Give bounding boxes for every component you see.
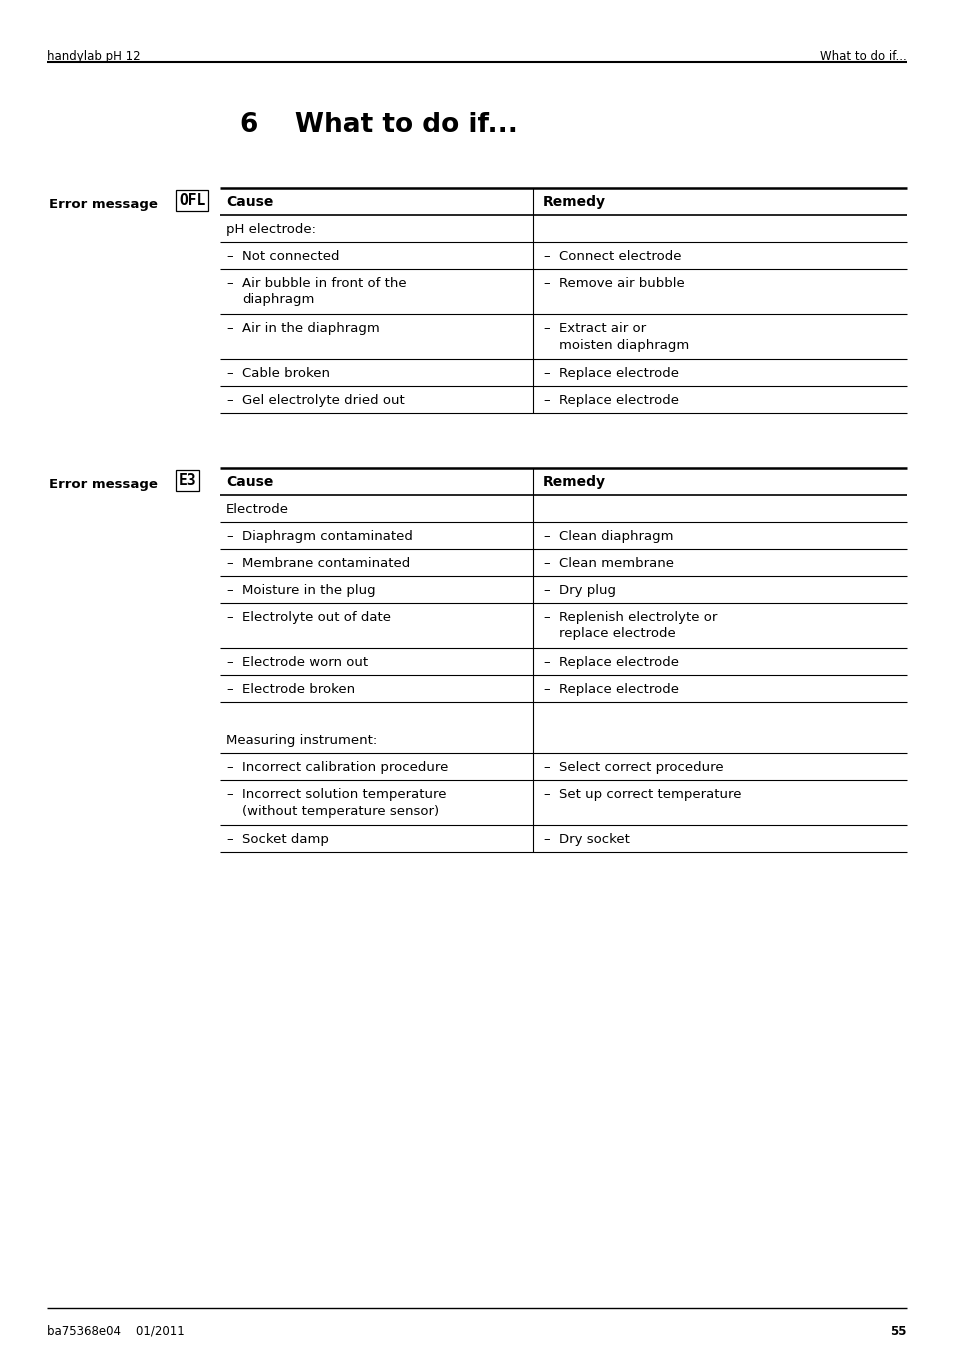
Text: ba75368e04    01/2011: ba75368e04 01/2011 — [47, 1325, 185, 1337]
Text: –: – — [226, 684, 233, 696]
Text: E3: E3 — [179, 473, 196, 488]
Text: –: – — [542, 277, 549, 290]
Text: Select correct procedure: Select correct procedure — [558, 761, 723, 774]
Text: –: – — [226, 394, 233, 407]
Text: What to do if...: What to do if... — [820, 50, 906, 63]
Text: Cause: Cause — [226, 476, 274, 489]
Text: Air in the diaphragm: Air in the diaphragm — [242, 322, 379, 335]
Text: Replace electrode: Replace electrode — [558, 684, 679, 696]
Text: Cause: Cause — [226, 195, 274, 209]
Text: –: – — [542, 557, 549, 570]
Text: Gel electrolyte dried out: Gel electrolyte dried out — [242, 394, 404, 407]
Text: –: – — [542, 584, 549, 597]
Text: Dry plug: Dry plug — [558, 584, 616, 597]
Text: –: – — [226, 322, 233, 335]
Text: –: – — [542, 367, 549, 380]
Text: –: – — [226, 584, 233, 597]
Text: –: – — [542, 834, 549, 846]
Text: Electrode broken: Electrode broken — [242, 684, 355, 696]
Text: Cable broken: Cable broken — [242, 367, 330, 380]
Text: –: – — [226, 277, 233, 290]
Text: Error message: Error message — [49, 199, 157, 211]
Text: handylab pH 12: handylab pH 12 — [47, 50, 140, 63]
Text: Replace electrode: Replace electrode — [558, 367, 679, 380]
Text: –: – — [226, 250, 233, 263]
Text: –: – — [226, 367, 233, 380]
Text: –: – — [542, 250, 549, 263]
Text: Electrolyte out of date: Electrolyte out of date — [242, 611, 391, 624]
Text: –: – — [542, 788, 549, 801]
Text: OFL: OFL — [179, 193, 205, 208]
Text: 55: 55 — [889, 1325, 906, 1337]
Text: Dry socket: Dry socket — [558, 834, 629, 846]
Text: –: – — [226, 611, 233, 624]
Text: Replace electrode: Replace electrode — [558, 657, 679, 669]
Text: Connect electrode: Connect electrode — [558, 250, 680, 263]
Text: Remedy: Remedy — [542, 476, 605, 489]
Text: –: – — [542, 611, 549, 624]
Text: Membrane contaminated: Membrane contaminated — [242, 557, 410, 570]
Text: pH electrode:: pH electrode: — [226, 223, 315, 236]
Text: –: – — [542, 684, 549, 696]
Text: Remedy: Remedy — [542, 195, 605, 209]
Text: Extract air or
moisten diaphragm: Extract air or moisten diaphragm — [558, 322, 688, 351]
Text: –: – — [226, 788, 233, 801]
Text: –: – — [542, 761, 549, 774]
Text: –: – — [226, 761, 233, 774]
Text: Replenish electrolyte or
replace electrode: Replenish electrolyte or replace electro… — [558, 611, 717, 640]
Text: Set up correct temperature: Set up correct temperature — [558, 788, 740, 801]
Text: –: – — [542, 530, 549, 543]
Text: –: – — [542, 657, 549, 669]
Text: –: – — [226, 557, 233, 570]
Text: Air bubble in front of the
diaphragm: Air bubble in front of the diaphragm — [242, 277, 406, 307]
Text: Incorrect solution temperature
(without temperature sensor): Incorrect solution temperature (without … — [242, 788, 446, 817]
Text: Not connected: Not connected — [242, 250, 339, 263]
Text: Measuring instrument:: Measuring instrument: — [226, 734, 376, 747]
Text: Clean membrane: Clean membrane — [558, 557, 673, 570]
Text: –: – — [226, 530, 233, 543]
Text: –: – — [542, 322, 549, 335]
Text: Electrode: Electrode — [226, 503, 289, 516]
Text: –: – — [542, 394, 549, 407]
Text: Clean diaphragm: Clean diaphragm — [558, 530, 673, 543]
Text: –: – — [226, 834, 233, 846]
Text: Diaphragm contaminated: Diaphragm contaminated — [242, 530, 413, 543]
Text: Electrode worn out: Electrode worn out — [242, 657, 368, 669]
Text: –: – — [226, 657, 233, 669]
Text: Socket damp: Socket damp — [242, 834, 329, 846]
Text: Incorrect calibration procedure: Incorrect calibration procedure — [242, 761, 448, 774]
Text: 6    What to do if...: 6 What to do if... — [240, 112, 517, 138]
Text: Remove air bubble: Remove air bubble — [558, 277, 684, 290]
Text: Moisture in the plug: Moisture in the plug — [242, 584, 375, 597]
Text: Error message: Error message — [49, 478, 157, 490]
Text: Replace electrode: Replace electrode — [558, 394, 679, 407]
